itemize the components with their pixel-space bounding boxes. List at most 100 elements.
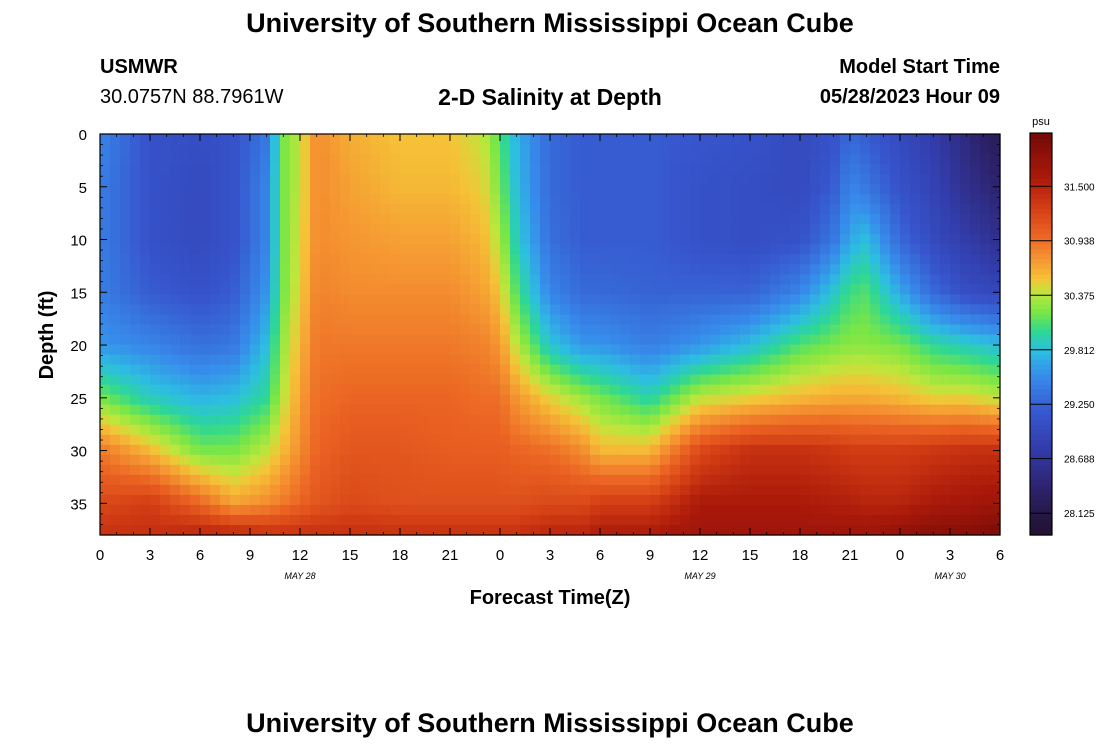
colorbar-segment bbox=[1030, 484, 1052, 491]
heatmap-cell bbox=[700, 294, 711, 306]
heatmap-cell bbox=[820, 344, 831, 356]
heatmap-cell bbox=[950, 194, 961, 205]
heatmap-cell bbox=[540, 464, 551, 476]
heatmap-cell bbox=[800, 464, 811, 476]
heatmap-cell bbox=[230, 294, 241, 306]
heatmap-cell bbox=[360, 264, 371, 275]
heatmap-cell bbox=[760, 524, 771, 536]
y-tick-label: 5 bbox=[79, 180, 87, 197]
heatmap-cell bbox=[710, 494, 721, 506]
heatmap-cell bbox=[710, 284, 721, 295]
heatmap-cell bbox=[190, 244, 201, 255]
heatmap-cell bbox=[260, 154, 271, 165]
heatmap-cell bbox=[230, 214, 241, 225]
heatmap-cell bbox=[160, 524, 171, 536]
heatmap-cell bbox=[710, 424, 721, 436]
heatmap-cell bbox=[110, 364, 121, 376]
heatmap-cell bbox=[290, 144, 301, 155]
heatmap-cell bbox=[880, 254, 891, 265]
heatmap-cell bbox=[880, 354, 891, 366]
heatmap-cell bbox=[770, 234, 781, 245]
heatmap-cell bbox=[600, 494, 611, 506]
heatmap-cell bbox=[620, 444, 631, 456]
heatmap-cell bbox=[670, 414, 681, 426]
heatmap-cell bbox=[320, 524, 331, 536]
heatmap-cell bbox=[710, 434, 721, 446]
heatmap-cell bbox=[640, 424, 651, 436]
heatmap-cell bbox=[730, 304, 741, 316]
heatmap-cell bbox=[630, 304, 641, 316]
heatmap-cell bbox=[210, 524, 221, 536]
heatmap-cell bbox=[320, 214, 331, 225]
heatmap-cell bbox=[510, 224, 521, 235]
heatmap-cell bbox=[610, 144, 621, 155]
heatmap-cell bbox=[190, 384, 201, 396]
heatmap-cell bbox=[680, 344, 691, 356]
heatmap-cell bbox=[170, 154, 181, 165]
heatmap-cell bbox=[760, 214, 771, 225]
heatmap-cell bbox=[530, 134, 541, 145]
heatmap-cell bbox=[140, 244, 151, 255]
heatmap-cell bbox=[490, 404, 501, 416]
heatmap-cell bbox=[280, 464, 291, 476]
heatmap-cell bbox=[360, 224, 371, 235]
colorbar-segment bbox=[1030, 328, 1052, 335]
heatmap-cell bbox=[290, 474, 301, 486]
heatmap-cell bbox=[220, 144, 231, 155]
heatmap-cell bbox=[860, 394, 871, 406]
heatmap-cell bbox=[930, 354, 941, 366]
heatmap-cell bbox=[720, 494, 731, 506]
heatmap-cell bbox=[590, 314, 601, 326]
heatmap-cell bbox=[930, 324, 941, 336]
heatmap-cell bbox=[110, 504, 121, 516]
heatmap-cell bbox=[820, 354, 831, 366]
heatmap-cell bbox=[450, 274, 461, 285]
heatmap-cell bbox=[150, 494, 161, 506]
heatmap-cell bbox=[600, 454, 611, 466]
heatmap-cell bbox=[670, 484, 681, 496]
heatmap-cell bbox=[730, 224, 741, 235]
heatmap-cell bbox=[240, 484, 251, 496]
heatmap-cell bbox=[440, 344, 451, 356]
heatmap-cell bbox=[370, 494, 381, 506]
heatmap-cell bbox=[460, 334, 471, 346]
heatmap-cell bbox=[140, 134, 151, 145]
heatmap-cell bbox=[680, 184, 691, 195]
heatmap-cell bbox=[730, 204, 741, 215]
heatmap-cell bbox=[750, 354, 761, 366]
heatmap-cell bbox=[170, 454, 181, 466]
heatmap-cell bbox=[300, 134, 311, 145]
heatmap-cell bbox=[370, 474, 381, 486]
heatmap-cell bbox=[780, 504, 791, 516]
heatmap-cell bbox=[660, 374, 671, 386]
heatmap-cell bbox=[520, 384, 531, 396]
heatmap-cell bbox=[570, 304, 581, 316]
heatmap-cell bbox=[130, 374, 141, 386]
heatmap-cell bbox=[690, 494, 701, 506]
heatmap-cell bbox=[480, 454, 491, 466]
heatmap-cell bbox=[660, 404, 671, 416]
heatmap-cell bbox=[420, 494, 431, 506]
heatmap-cell bbox=[590, 394, 601, 406]
heatmap-cell bbox=[540, 204, 551, 215]
heatmap-cell bbox=[590, 434, 601, 446]
heatmap-cell bbox=[810, 324, 821, 336]
heatmap-cell bbox=[750, 304, 761, 316]
heatmap-cell bbox=[950, 364, 961, 376]
heatmap-cell bbox=[520, 244, 531, 255]
heatmap-cell bbox=[830, 234, 841, 245]
heatmap-cell bbox=[960, 174, 971, 185]
heatmap-cell bbox=[460, 504, 471, 516]
heatmap-cell bbox=[230, 154, 241, 165]
heatmap-cell bbox=[480, 464, 491, 476]
heatmap-cell bbox=[540, 244, 551, 255]
heatmap-cell bbox=[220, 164, 231, 175]
heatmap-cell bbox=[740, 364, 751, 376]
heatmap-cell bbox=[830, 514, 841, 526]
heatmap-cell bbox=[470, 514, 481, 526]
heatmap-cell bbox=[170, 214, 181, 225]
heatmap-cell bbox=[320, 504, 331, 516]
heatmap-cell bbox=[230, 424, 241, 436]
heatmap-cell bbox=[740, 204, 751, 215]
heatmap-cell bbox=[620, 384, 631, 396]
